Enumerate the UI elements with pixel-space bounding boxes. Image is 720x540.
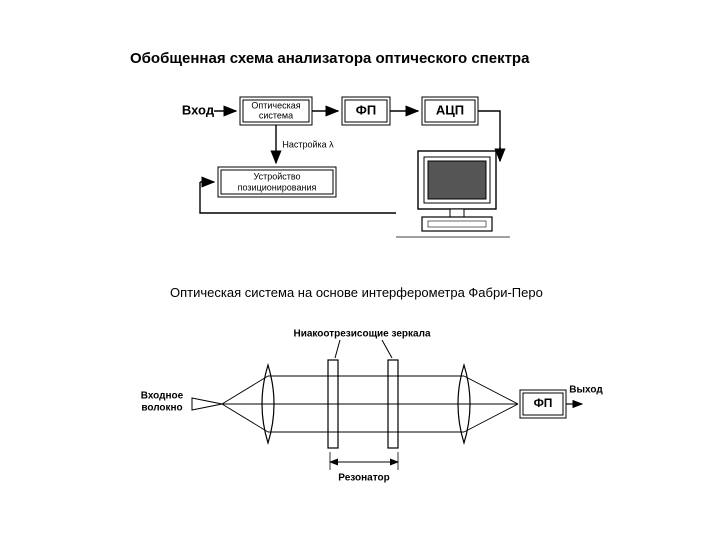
optical-system-box: Оптическая система [240, 97, 312, 125]
title-2: Оптическая система на основе интерфероме… [170, 285, 543, 300]
positioning-box: Устройство позиционирования [218, 167, 336, 197]
fp-box-2: ФП [520, 390, 566, 418]
fp-box: ФП [342, 97, 390, 125]
svg-text:Устройство: Устройство [253, 171, 300, 181]
svg-text:ФП: ФП [534, 396, 553, 410]
svg-text:позиционирования: позиционирования [238, 182, 317, 192]
input-fiber-l1: Входное [141, 391, 184, 402]
svg-text:система: система [259, 110, 293, 120]
input-fiber-l2: волокно [141, 403, 182, 414]
svg-text:ФП: ФП [356, 102, 376, 117]
output-label: Выход [569, 385, 603, 396]
fiber-tip [192, 398, 222, 410]
fabry-perot-diagram: Ниакоотрезисощие зеркала Входное волокно… [130, 320, 610, 490]
block-diagram: Вход Оптическая система ФП АЦП Настройка… [170, 85, 550, 255]
svg-text:Оптическая: Оптическая [251, 100, 300, 110]
resonator-label: Резонатор [338, 473, 389, 484]
adc-box: АЦП [422, 97, 478, 125]
input-label: Вход [182, 102, 215, 117]
mirrors-label: Ниакоотрезисощие зеркала [293, 329, 430, 340]
tune-label: Настройка λ [282, 139, 334, 149]
svg-text:АЦП: АЦП [436, 102, 464, 117]
title-1: Обобщенная схема анализатора оптического… [130, 50, 529, 67]
monitor-icon [396, 151, 510, 237]
